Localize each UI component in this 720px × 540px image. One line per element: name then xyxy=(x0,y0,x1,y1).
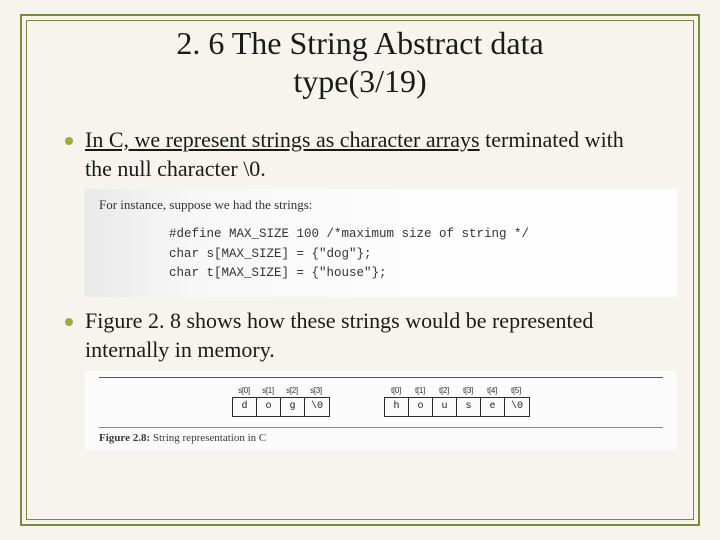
mem-table-t-header: t[0] t[1] t[2] t[3] t[4] t[5] xyxy=(384,386,530,397)
code-line-1: #define MAX_SIZE 100 /*maximum size of s… xyxy=(169,227,529,241)
mem-s-h1: s[1] xyxy=(256,386,280,397)
code-block: For instance, suppose we had the strings… xyxy=(85,189,677,297)
mem-s-h2: s[2] xyxy=(280,386,304,397)
mem-table-t-cells: h o u s e \0 xyxy=(384,397,530,417)
bullet-dot-icon xyxy=(65,318,73,326)
code-line-3: char t[MAX_SIZE] = {"house"}; xyxy=(169,266,387,280)
code-lines: #define MAX_SIZE 100 /*maximum size of s… xyxy=(99,225,663,283)
mem-table-s: s[0] s[1] s[2] s[3] d o g \0 xyxy=(232,386,330,417)
title-line-1: 2. 6 The String Abstract data xyxy=(176,25,543,61)
mem-table-s-cells: d o g \0 xyxy=(232,397,330,417)
figure-top-rule xyxy=(99,377,663,378)
code-caption: For instance, suppose we had the strings… xyxy=(99,197,663,213)
mem-t-h1: t[1] xyxy=(408,386,432,397)
mem-s-c1: o xyxy=(257,398,281,416)
mem-t-c3: s xyxy=(457,398,481,416)
mem-t-h4: t[4] xyxy=(480,386,504,397)
bullet-1: In C, we represent strings as character … xyxy=(65,126,655,183)
mem-table-s-header: s[0] s[1] s[2] s[3] xyxy=(232,386,330,397)
mem-t-c0: h xyxy=(385,398,409,416)
slide-frame: 2. 6 The String Abstract data type(3/19)… xyxy=(20,14,700,526)
bullet-dot-icon xyxy=(65,137,73,145)
mem-t-c5: \0 xyxy=(505,398,529,416)
slide-content: In C, we represent strings as character … xyxy=(65,126,655,450)
mem-t-h5: t[5] xyxy=(504,386,528,397)
figure-caption-text: String representation in C xyxy=(150,432,266,444)
mem-t-c1: o xyxy=(409,398,433,416)
mem-t-c4: e xyxy=(481,398,505,416)
mem-s-c3: \0 xyxy=(305,398,329,416)
mem-t-c2: u xyxy=(433,398,457,416)
figure-caption: Figure 2.8: String representation in C xyxy=(99,427,663,444)
memory-tables-row: s[0] s[1] s[2] s[3] d o g \0 t[0] xyxy=(99,384,663,421)
mem-t-h2: t[2] xyxy=(432,386,456,397)
slide-title: 2. 6 The String Abstract data type(3/19) xyxy=(20,24,700,101)
bullet-1-text: In C, we represent strings as character … xyxy=(85,126,655,183)
bullet-2-text: Figure 2. 8 shows how these strings woul… xyxy=(85,307,655,364)
figure-number: Figure 2.8: xyxy=(99,432,150,444)
mem-s-h3: s[3] xyxy=(304,386,328,397)
title-line-2: type(3/19) xyxy=(293,63,426,99)
mem-s-c0: d xyxy=(233,398,257,416)
mem-table-t: t[0] t[1] t[2] t[3] t[4] t[5] h o u s e … xyxy=(384,386,530,417)
figure-block: s[0] s[1] s[2] s[3] d o g \0 t[0] xyxy=(85,371,677,450)
mem-t-h0: t[0] xyxy=(384,386,408,397)
bullet-2: Figure 2. 8 shows how these strings woul… xyxy=(65,307,655,364)
code-line-2: char s[MAX_SIZE] = {"dog"}; xyxy=(169,247,372,261)
mem-s-h0: s[0] xyxy=(232,386,256,397)
mem-t-h3: t[3] xyxy=(456,386,480,397)
bullet-1-underlined: In C, we represent strings as character … xyxy=(85,127,480,152)
mem-s-c2: g xyxy=(281,398,305,416)
